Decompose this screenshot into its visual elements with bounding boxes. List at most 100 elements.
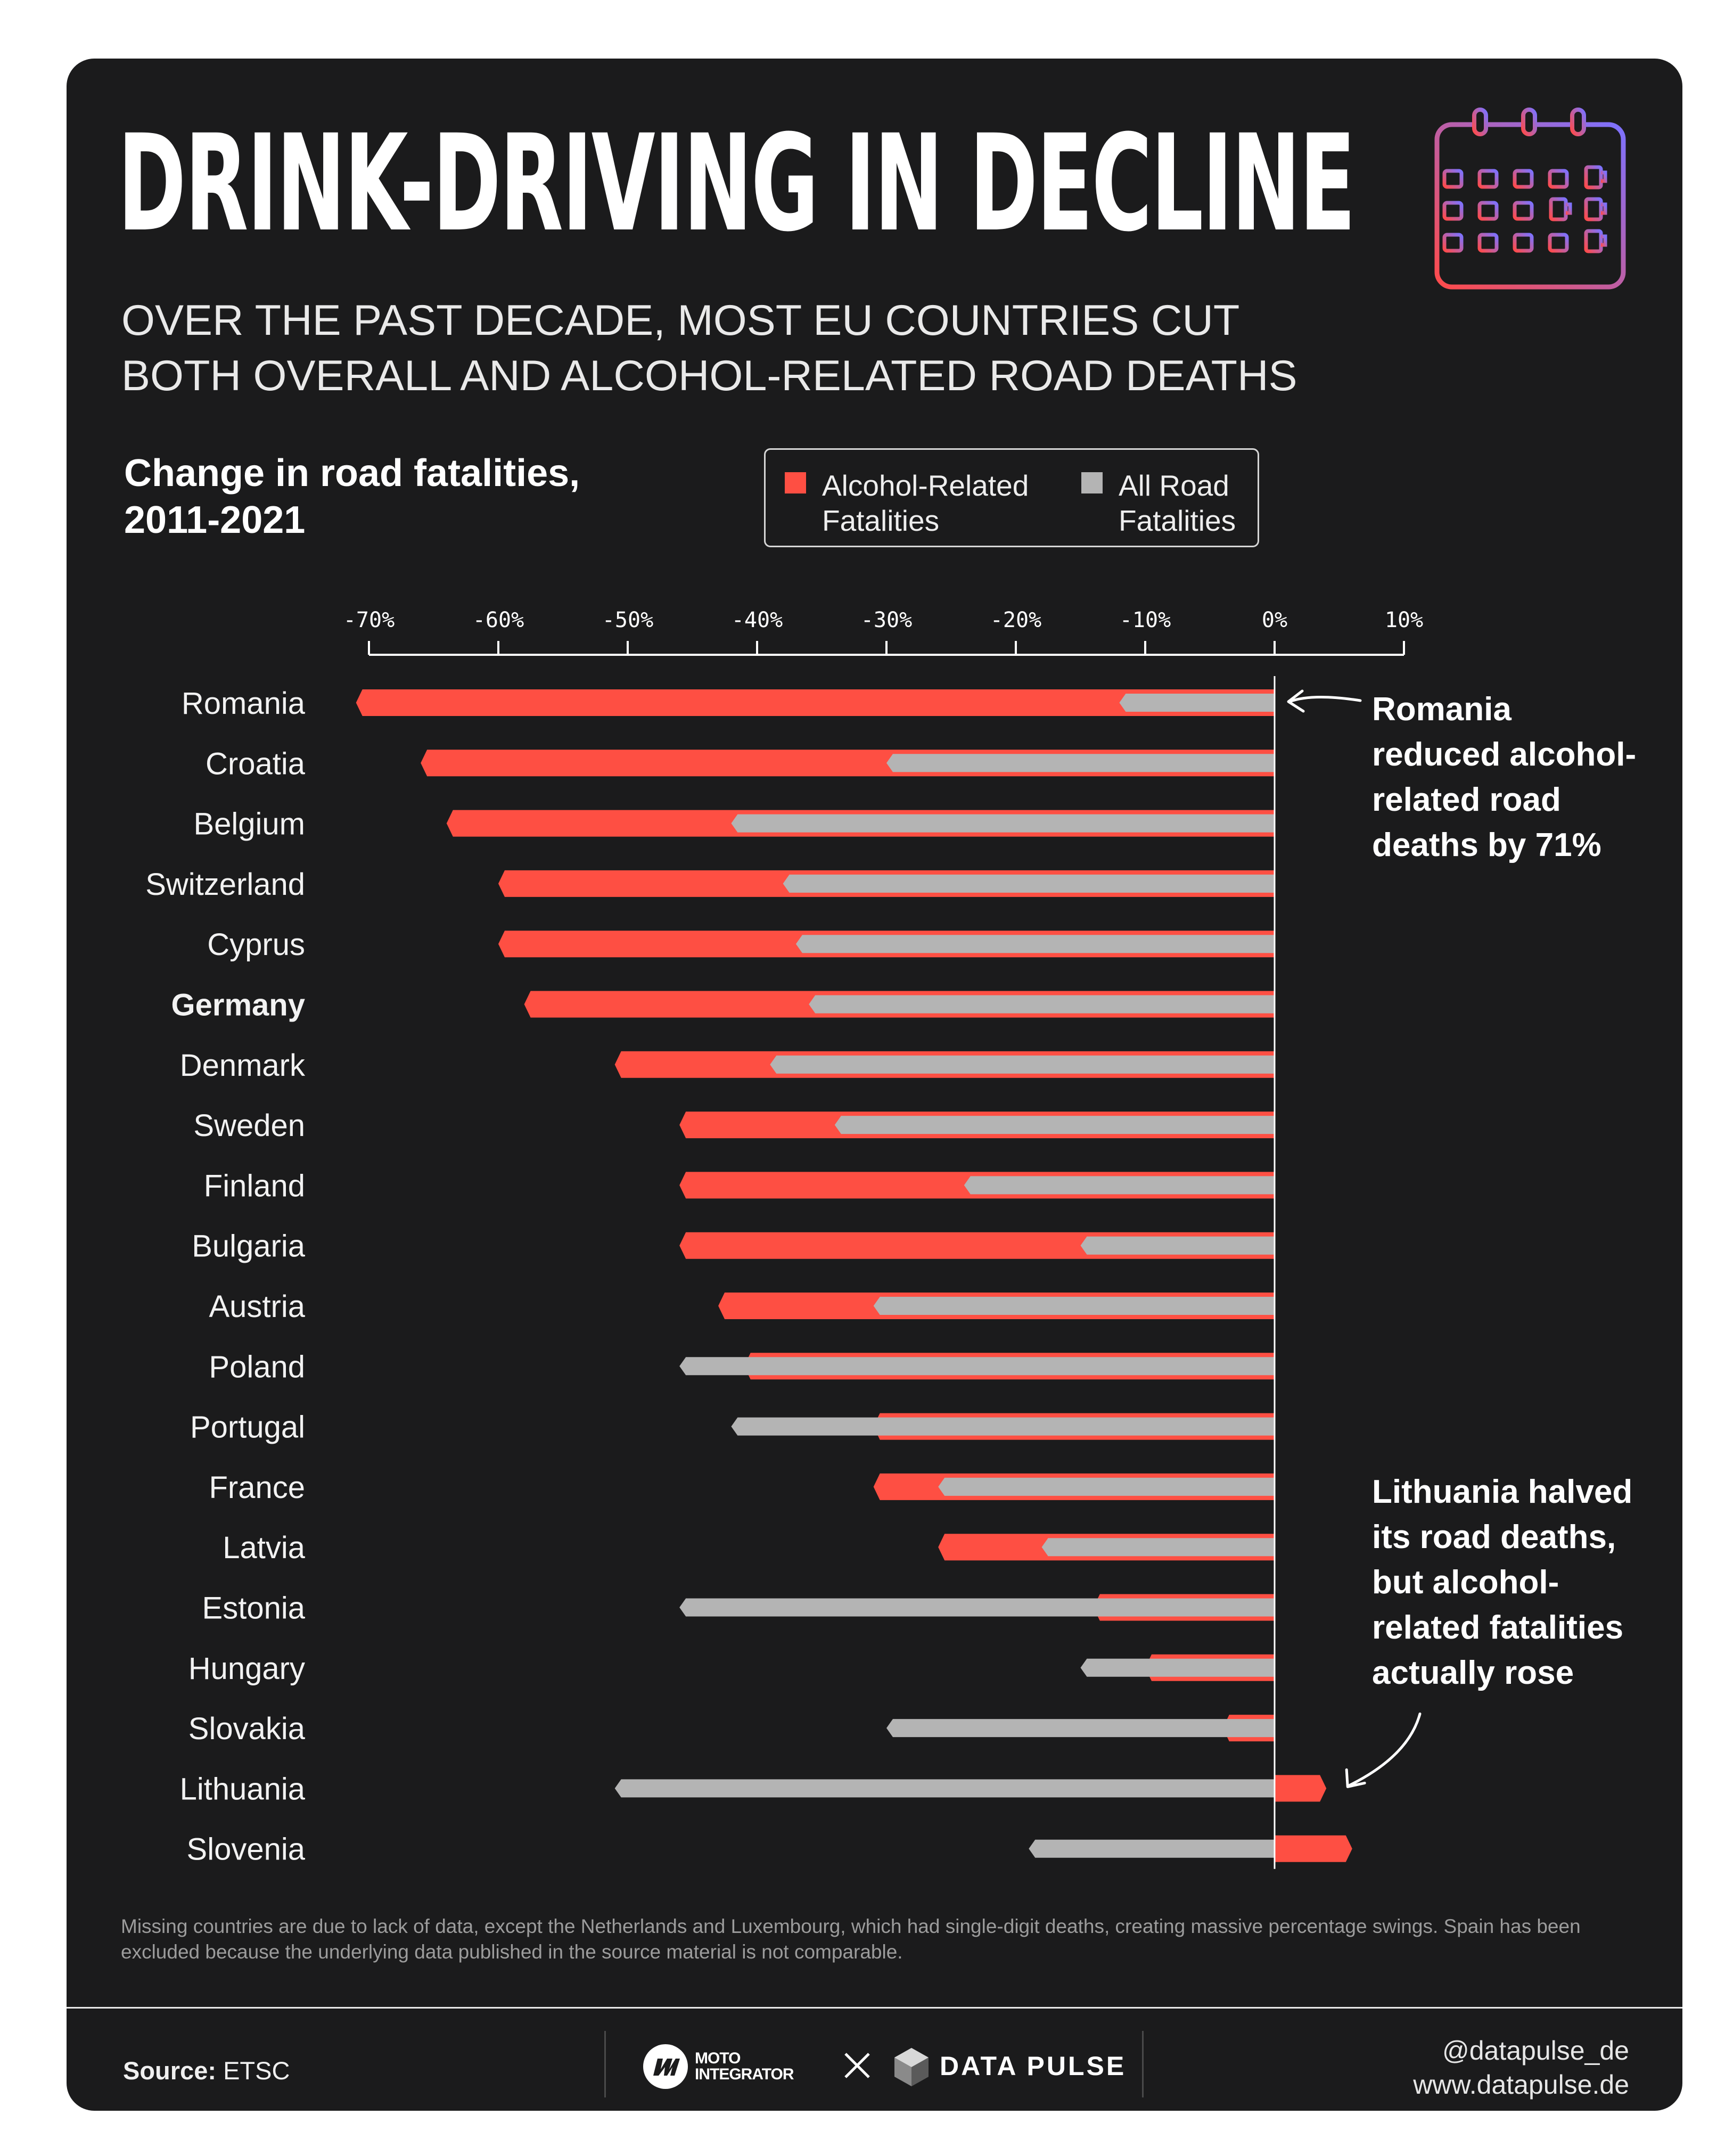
- source-label: Source:: [123, 2056, 216, 2085]
- annotation-line: deaths by 71%: [1372, 827, 1601, 863]
- bar-all-road: [834, 1116, 1275, 1134]
- arrow-lithuania: [1347, 1712, 1422, 1787]
- chart-title-line-2: 2011-2021: [124, 499, 306, 541]
- x-tick-label: -70%: [343, 608, 395, 632]
- bar-alcohol: [356, 689, 1275, 716]
- footer-separator-right: [1142, 2031, 1144, 2097]
- country-label: France: [209, 1470, 305, 1505]
- legend-label-alcohol: Alcohol-Related Fatalities: [822, 468, 1029, 538]
- contact-handles: @datapulse_de www.datapulse.de: [1413, 2034, 1629, 2102]
- subtitle: OVER THE PAST DECADE, MOST EU COUNTRIES …: [121, 293, 1297, 404]
- moto-integrator-line-2: INTEGRATOR: [695, 2066, 794, 2083]
- arrow-romania: [1288, 696, 1362, 703]
- country-label: Estonia: [202, 1591, 306, 1626]
- annotation-romania: Romania reduced alcohol-related road death…: [1372, 687, 1636, 868]
- arrowhead-romania: [1287, 689, 1305, 713]
- bar-chart: -70% -60% -50% -40% -30% -20% -10% 0% 10% Romania…: [145, 608, 1423, 1869]
- annotation-line: actually rose: [1372, 1655, 1574, 1691]
- country-label: Hungary: [188, 1651, 305, 1686]
- calendar-beer-icon: [1434, 108, 1626, 290]
- country-label: Slovenia: [187, 1832, 306, 1867]
- annotation-line: related road: [1372, 781, 1561, 818]
- country-label: Poland: [209, 1349, 305, 1384]
- bar-all-road: [938, 1477, 1275, 1496]
- bar-all-road: [1029, 1839, 1275, 1858]
- bar-all-road: [679, 1357, 1275, 1376]
- website-link[interactable]: www.datapulse.de: [1413, 2070, 1629, 2100]
- country-label: Sweden: [193, 1108, 305, 1143]
- x-tick-label: -40%: [732, 608, 783, 632]
- bar-all-road: [964, 1176, 1275, 1195]
- annotation-line: Lithuania halved: [1372, 1474, 1633, 1510]
- source-value: ETSC: [223, 2056, 290, 2085]
- subtitle-line-2: BOTH OVERALL AND ALCOHOL-RELATED ROAD DE…: [121, 352, 1297, 400]
- chart-title-line-1: Change in road fatalities,: [124, 452, 580, 495]
- x-tick-label: 10%: [1385, 608, 1423, 632]
- country-label: Latvia: [223, 1530, 306, 1565]
- bar-alcohol: [1275, 1775, 1327, 1802]
- country-label: Croatia: [206, 746, 306, 781]
- social-handle[interactable]: @datapulse_de: [1442, 2036, 1629, 2066]
- x-tick-label: -20%: [990, 608, 1041, 632]
- annotation-lithuania: Lithuania halved its road deaths, but alco…: [1372, 1469, 1632, 1696]
- country-label: Bulgaria: [192, 1229, 306, 1264]
- chart-title: Change in road fatalities, 2011-2021: [124, 450, 580, 544]
- moto-integrator-logo: MOTO INTEGRATOR: [642, 2040, 812, 2093]
- x-tick-label: -60%: [473, 608, 524, 632]
- legend-label-alcohol-line-1: Alcohol-Related: [822, 469, 1029, 502]
- moto-integrator-logo-icon: [643, 2044, 688, 2089]
- bar-all-road: [809, 995, 1275, 1014]
- footnote: Missing countries are due to lack of dat…: [121, 1915, 1581, 1963]
- legend-label-alcohol-line-2: Fatalities: [822, 504, 940, 537]
- country-label: Denmark: [180, 1048, 306, 1083]
- country-label: Switzerland: [145, 867, 305, 902]
- x-tick-label: 0%: [1262, 608, 1287, 632]
- country-label: Belgium: [193, 807, 305, 842]
- x-tick-label: -10%: [1120, 608, 1171, 632]
- country-label: Portugal: [190, 1410, 305, 1445]
- bar-all-road: [770, 1055, 1275, 1074]
- bar-all-road: [783, 874, 1275, 893]
- legend-label-all: All Road Fatalities: [1119, 468, 1236, 538]
- legend-label-all-line-1: All Road: [1119, 469, 1229, 502]
- bar-all-road: [873, 1297, 1275, 1315]
- country-label: Lithuania: [180, 1772, 306, 1806]
- country-label: Romania: [182, 686, 306, 721]
- bar-all-road: [731, 1417, 1275, 1436]
- chart-legend: Alcohol-Related Fatalities All Road Fata…: [764, 448, 1259, 547]
- data-pulse-wordmark: DATA PULSE: [940, 2051, 1127, 2081]
- footer-separator-left: [604, 2031, 606, 2097]
- country-label: Cyprus: [207, 927, 305, 962]
- page-title: DRINK-DRIVING IN DECLINE: [118, 106, 1356, 261]
- infographic-card: DRINK-DRIVING IN DECLINE OVER THE PAST D…: [67, 59, 1682, 2111]
- annotation-line: Romania: [1372, 691, 1512, 728]
- country-label: Finland: [204, 1168, 305, 1203]
- x-tick-label: -30%: [861, 608, 912, 632]
- arrowhead-lithuania: [1345, 1768, 1366, 1788]
- bar-all-road: [1041, 1538, 1275, 1557]
- data-pulse-logo-icon: [894, 2048, 929, 2086]
- x-tick-label: -50%: [602, 608, 653, 632]
- country-label: Austria: [209, 1289, 305, 1324]
- bar-all-road: [614, 1779, 1275, 1798]
- bar-all-road: [886, 754, 1275, 772]
- bar-all-road: [1119, 694, 1275, 712]
- annotation-line: reduced alcohol-: [1372, 736, 1637, 773]
- moto-integrator-wordmark: MOTO INTEGRATOR: [695, 2051, 794, 2083]
- legend-label-all-line-2: Fatalities: [1119, 504, 1236, 537]
- footer-divider: [67, 2007, 1682, 2009]
- bar-all-road: [679, 1598, 1275, 1617]
- country-label: Slovakia: [188, 1711, 306, 1746]
- annotation-line: related fatalities: [1372, 1609, 1624, 1646]
- bar-all-road: [731, 814, 1275, 833]
- country-label: Germany: [171, 988, 305, 1023]
- source: Source: ETSC: [123, 2056, 290, 2085]
- annotation-line: its road deaths,: [1372, 1519, 1616, 1556]
- moto-integrator-line-1: MOTO: [695, 2050, 741, 2067]
- bar-alcohol: [1275, 1835, 1352, 1862]
- legend-swatch-alcohol: [785, 472, 806, 493]
- bar-all-road: [886, 1719, 1275, 1738]
- legend-swatch-all: [1081, 472, 1103, 493]
- cross-icon: [844, 2053, 870, 2078]
- bar-all-road: [1080, 1658, 1275, 1677]
